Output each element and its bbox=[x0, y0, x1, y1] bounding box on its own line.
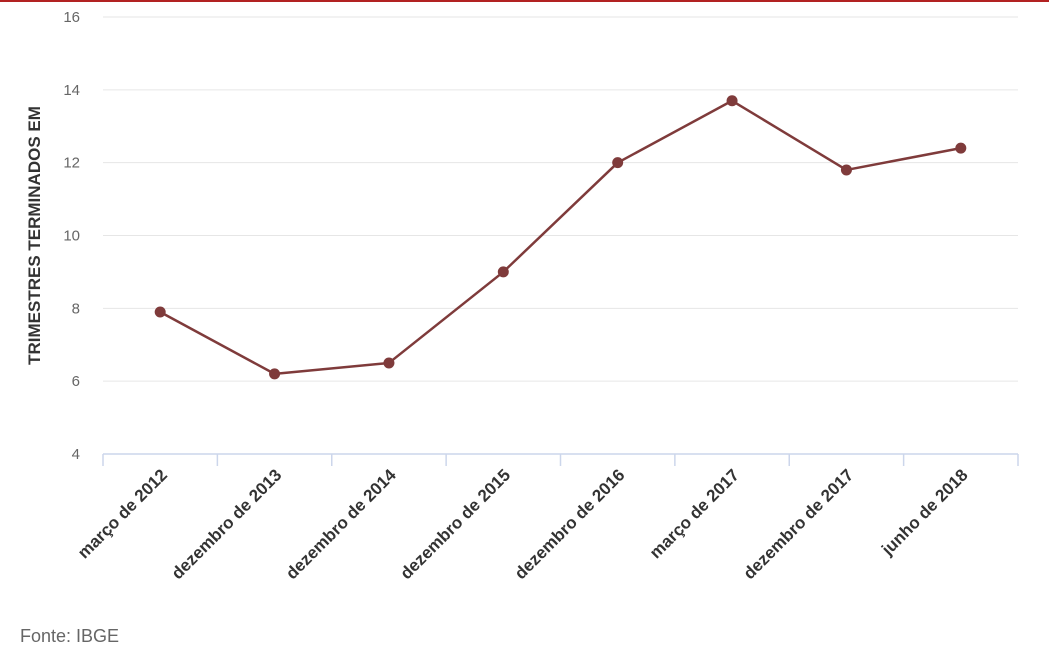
x-tick-label: março de 2017 bbox=[646, 465, 743, 562]
data-point bbox=[383, 357, 395, 369]
gridlines bbox=[103, 16, 1018, 382]
series bbox=[154, 95, 967, 380]
data-point bbox=[497, 266, 509, 278]
series-line bbox=[159, 99, 962, 376]
data-point bbox=[955, 142, 967, 154]
data-point bbox=[726, 95, 738, 107]
y-tick-label: 10 bbox=[63, 228, 80, 245]
y-tick-label: 14 bbox=[63, 82, 80, 99]
y-tick-label: 12 bbox=[63, 155, 80, 172]
x-tick-label: dezembro de 2014 bbox=[282, 465, 400, 583]
x-tick-label: junho de 2018 bbox=[877, 465, 971, 559]
data-point bbox=[840, 164, 852, 176]
y-tick-label: 8 bbox=[72, 300, 80, 317]
x-tick-label: dezembro de 2017 bbox=[740, 465, 858, 583]
y-tick-label: 16 bbox=[63, 9, 80, 26]
y-tick-label: 6 bbox=[72, 373, 80, 390]
x-tick-label: dezembro de 2013 bbox=[168, 465, 286, 583]
data-point bbox=[612, 157, 624, 169]
y-tick-label: 4 bbox=[72, 446, 80, 463]
data-point bbox=[269, 368, 281, 380]
x-tick-label: dezembro de 2016 bbox=[511, 465, 629, 583]
data-point bbox=[154, 306, 166, 318]
y-axis-label: TRIMESTRES TERMINADOS EM bbox=[25, 106, 44, 365]
y-axis: 4 6 8 10 12 14 16 bbox=[63, 9, 80, 463]
source-note: Fonte: IBGE bbox=[20, 626, 120, 646]
top-rule bbox=[0, 0, 1049, 2]
x-tick-label: dezembro de 2015 bbox=[396, 465, 514, 583]
x-tick-label: março de 2012 bbox=[74, 465, 171, 562]
